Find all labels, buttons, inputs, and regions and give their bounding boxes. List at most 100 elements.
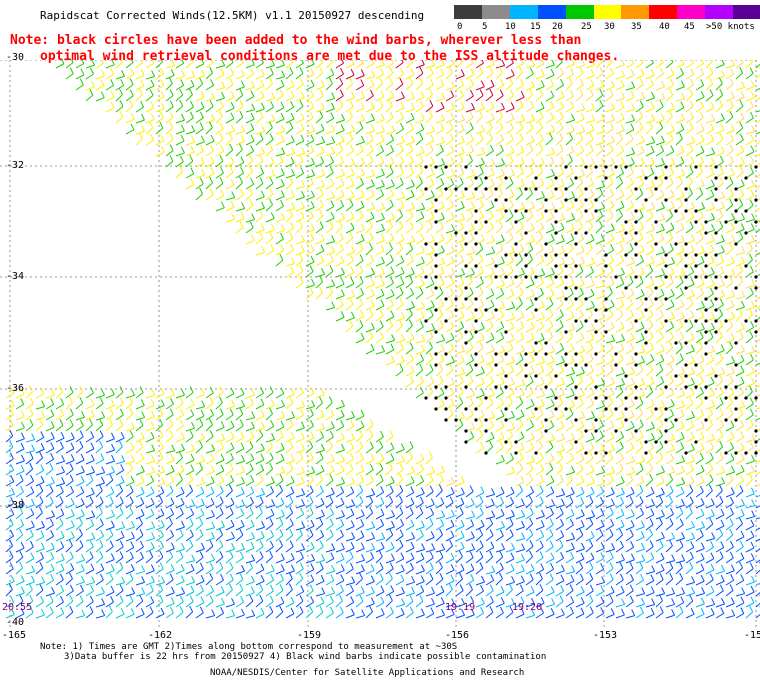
contamination-dot xyxy=(534,176,538,180)
wind-barb xyxy=(675,331,684,344)
wind-barb xyxy=(95,496,104,509)
wind-barb xyxy=(245,134,255,146)
wind-barb xyxy=(295,488,306,498)
wind-barb xyxy=(155,67,165,80)
wind-barb xyxy=(65,463,74,476)
wind-barb xyxy=(705,123,715,135)
wind-barb xyxy=(505,597,516,608)
wind-barb xyxy=(215,496,224,509)
wind-barb xyxy=(395,233,405,245)
wind-barb xyxy=(565,89,575,102)
wind-barb xyxy=(385,355,395,366)
wind-barb xyxy=(315,517,324,531)
wind-barb xyxy=(355,190,365,201)
wind-barb xyxy=(715,77,723,91)
wind-barb xyxy=(195,440,203,454)
wind-barb xyxy=(255,594,264,608)
wind-barb xyxy=(145,79,155,91)
wind-barb xyxy=(365,463,374,476)
wind-barb xyxy=(325,464,335,476)
wind-barb xyxy=(405,275,414,289)
wind-barb xyxy=(595,311,605,322)
wind-barb xyxy=(125,506,134,520)
contamination-dot xyxy=(684,253,688,257)
contamination-dot xyxy=(524,352,528,356)
wind-barb xyxy=(535,231,544,245)
wind-barb xyxy=(165,497,175,509)
wind-barb xyxy=(565,466,576,476)
wind-barb xyxy=(95,563,105,575)
wind-barb xyxy=(475,157,485,168)
wind-barb xyxy=(145,113,155,124)
wind-barb xyxy=(225,213,236,223)
contamination-dot xyxy=(744,396,748,400)
wind-barb xyxy=(615,573,624,586)
contamination-dot xyxy=(544,341,548,345)
wind-barb xyxy=(305,244,315,256)
wind-barb xyxy=(55,563,65,575)
wind-barb xyxy=(575,132,584,146)
wind-barb xyxy=(615,397,624,410)
wind-barb xyxy=(545,168,556,179)
wind-barb xyxy=(305,223,315,234)
wind-barb xyxy=(255,521,266,531)
wind-barb xyxy=(695,165,703,179)
wind-barb xyxy=(505,265,514,278)
contamination-dot xyxy=(684,187,688,191)
wind-barb xyxy=(135,576,146,586)
wind-barb xyxy=(205,476,215,487)
footer-credit: NOAA/NESDIS/Center for Satellite Applica… xyxy=(210,668,525,678)
wind-barb xyxy=(725,387,735,399)
wind-barb xyxy=(245,453,255,465)
wind-barb xyxy=(565,124,575,135)
wind-barb xyxy=(495,366,505,377)
contamination-dot xyxy=(524,264,528,268)
wind-barb xyxy=(515,267,525,278)
wind-barb xyxy=(595,113,605,124)
wind-barb xyxy=(45,496,54,509)
wind-barb xyxy=(315,102,325,113)
wind-barb xyxy=(435,528,444,542)
wind-barb xyxy=(625,332,635,344)
wind-barb xyxy=(455,396,464,410)
wind-barb xyxy=(155,495,164,509)
wind-barb xyxy=(345,199,354,212)
contamination-dot xyxy=(524,209,528,213)
contamination-dot xyxy=(734,385,738,389)
wind-barb xyxy=(35,496,44,509)
wind-barb xyxy=(285,564,295,575)
wind-barb xyxy=(5,608,15,619)
contamination-dot xyxy=(464,264,468,268)
wind-barb xyxy=(25,444,36,454)
contamination-dot xyxy=(564,187,568,191)
wind-barb xyxy=(365,429,374,443)
wind-barb xyxy=(455,476,465,487)
wind-barb xyxy=(685,111,694,124)
wind-barb xyxy=(685,551,694,564)
contamination-dot xyxy=(694,264,698,268)
wind-barb xyxy=(675,518,684,531)
wind-barb xyxy=(415,354,425,366)
contamination-dot xyxy=(534,352,538,356)
contamination-dot xyxy=(504,385,508,389)
wind-barb xyxy=(525,550,533,564)
wind-barb xyxy=(425,498,435,509)
wind-barb xyxy=(675,198,683,212)
wind-barb xyxy=(205,444,216,454)
wind-barb xyxy=(595,209,604,223)
wind-barb xyxy=(335,464,345,476)
contamination-dot xyxy=(444,319,448,323)
wind-barb xyxy=(705,563,715,575)
wind-barb xyxy=(735,365,745,377)
contamination-dot xyxy=(694,209,698,213)
wind-barb xyxy=(355,320,364,333)
wind-barb xyxy=(655,418,664,432)
wind-barb xyxy=(365,113,375,124)
wind-barb xyxy=(445,287,454,300)
wind-barb xyxy=(245,178,255,190)
contamination-dot xyxy=(584,198,588,202)
wind-barb xyxy=(325,409,335,421)
wind-barb xyxy=(455,177,464,190)
wind-barb xyxy=(515,253,523,267)
wind-barb xyxy=(475,234,485,245)
